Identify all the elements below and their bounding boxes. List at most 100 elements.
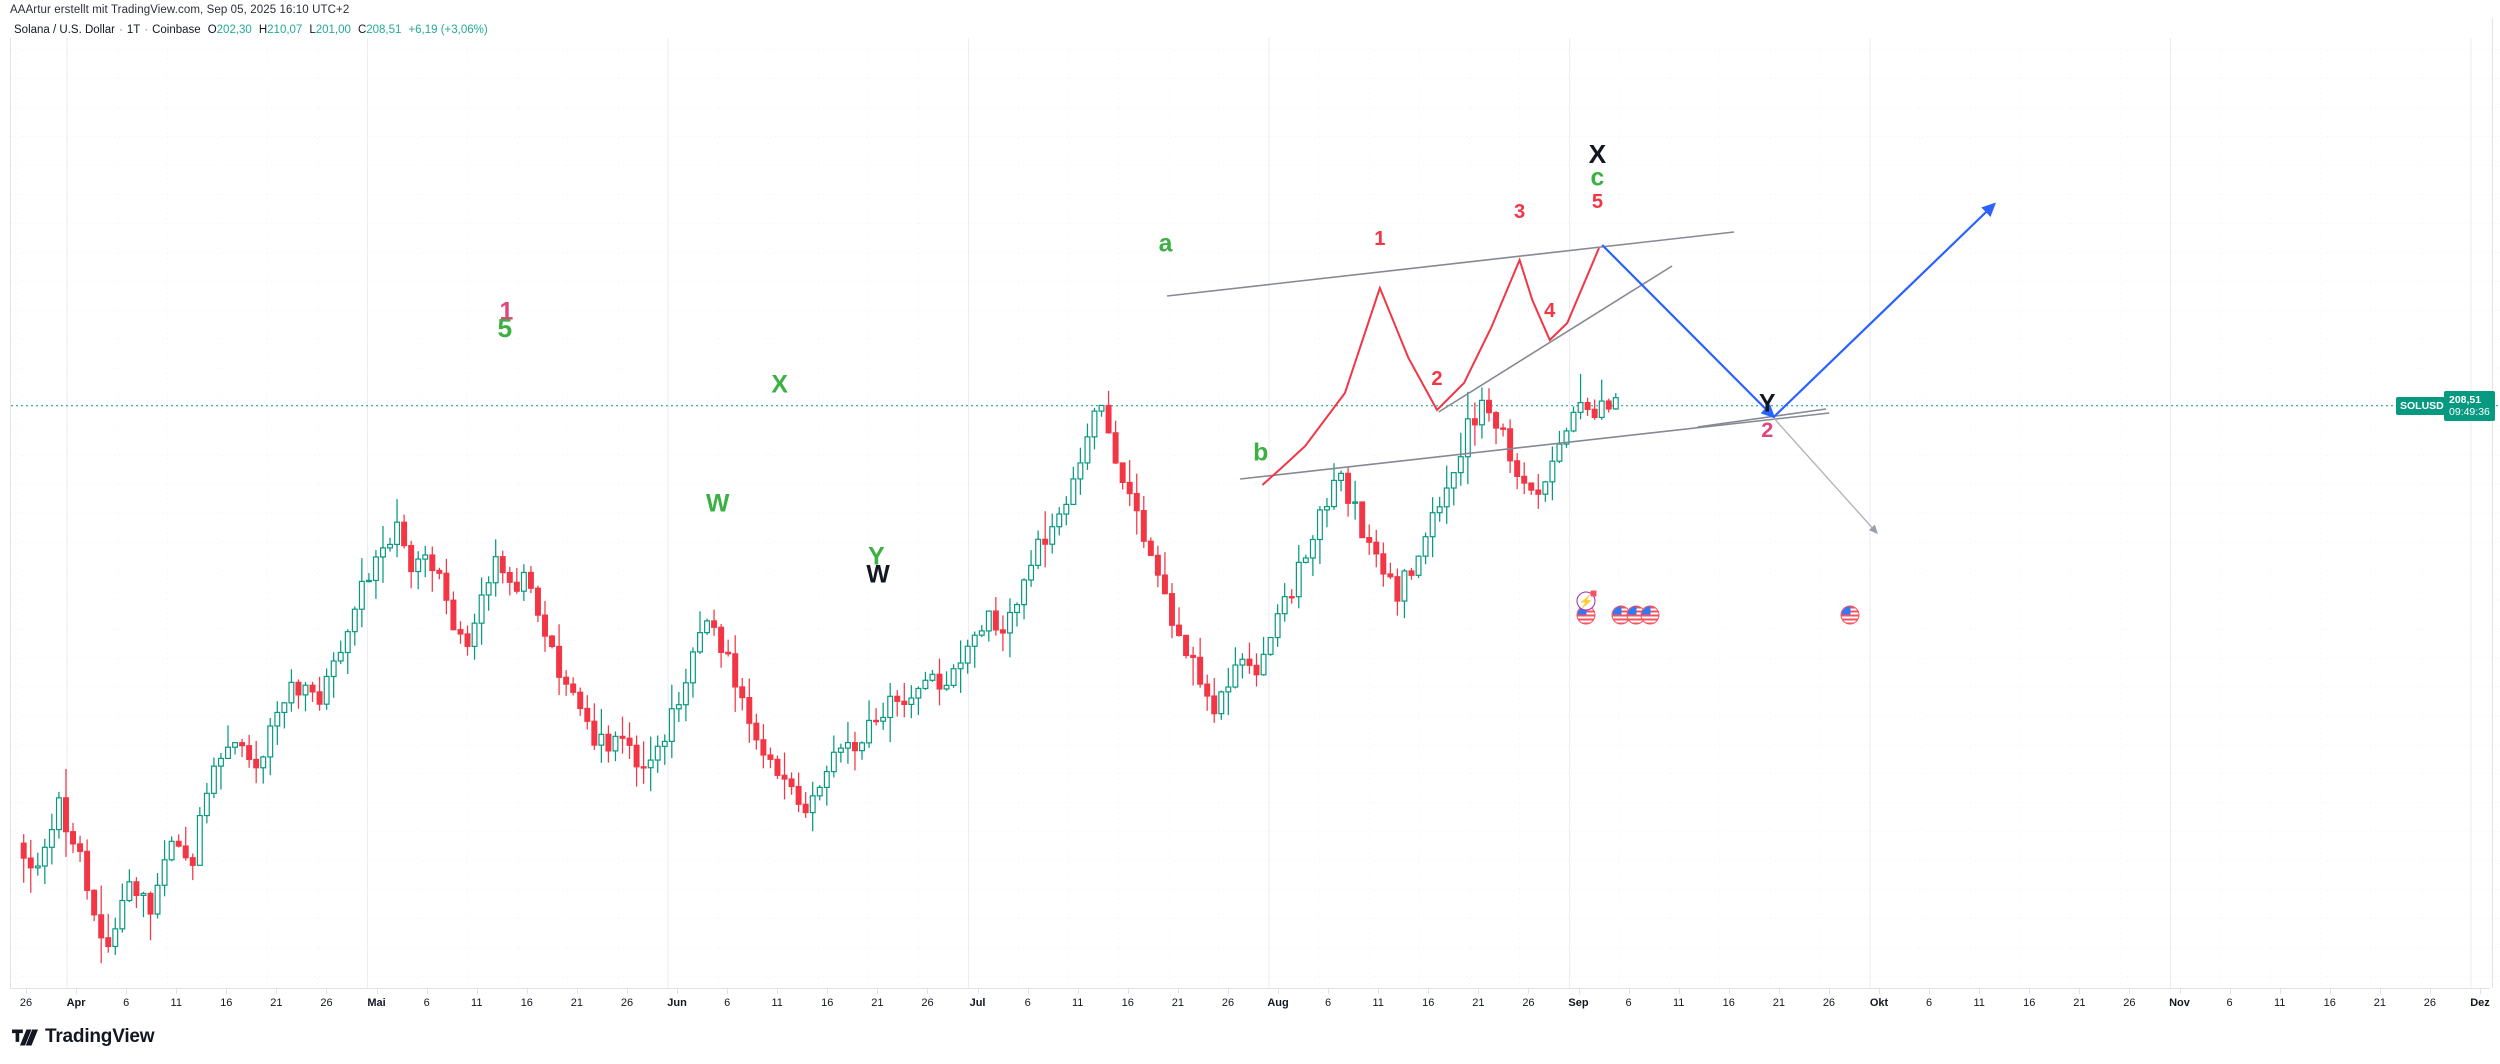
candle-body bbox=[20, 842, 27, 859]
time-tick-day: 11 bbox=[2273, 997, 2286, 1009]
candle-body bbox=[1366, 537, 1373, 543]
time-tick-day: 11 bbox=[471, 997, 483, 1009]
time-tick-day: 11 bbox=[170, 997, 182, 1009]
candle-body bbox=[1338, 472, 1345, 481]
candle-body bbox=[260, 756, 267, 769]
candle-body bbox=[556, 645, 563, 678]
candle-body bbox=[957, 662, 964, 670]
candle-body bbox=[267, 725, 274, 758]
candle-body bbox=[922, 679, 929, 690]
candle-body bbox=[844, 742, 851, 749]
candle-body bbox=[1535, 489, 1542, 495]
time-tick-mark bbox=[1979, 989, 1981, 994]
candle-body bbox=[725, 651, 732, 655]
time-tick-mark bbox=[2079, 989, 2081, 994]
candle-body bbox=[591, 720, 598, 746]
candle-body bbox=[1246, 658, 1253, 666]
candle-body bbox=[1584, 402, 1591, 410]
candle-body bbox=[1112, 432, 1119, 464]
candle-body bbox=[598, 733, 605, 746]
time-tick-mark bbox=[1528, 989, 1530, 994]
time-tick-mark bbox=[1127, 989, 1129, 994]
economic-event-us-flag-icon[interactable] bbox=[1640, 605, 1660, 625]
candle-body bbox=[1464, 418, 1471, 458]
economic-event-us-flag-icon[interactable] bbox=[1840, 605, 1860, 625]
candle-body bbox=[1443, 487, 1450, 508]
time-axis[interactable]: 26 Apr 6 11 16 21 26 Mai 6 11 16 21 26 Jun 6 11 16 21 26 Ju… bbox=[10, 988, 2490, 1018]
time-tick-day: 11 bbox=[1372, 997, 1384, 1009]
candle-body bbox=[1056, 513, 1063, 528]
candle-body bbox=[887, 695, 894, 719]
earnings-alert-icon[interactable]: ⚡ bbox=[1576, 590, 1597, 611]
trendline-wedge-support bbox=[1438, 265, 1673, 413]
legend-interval[interactable]: 1T bbox=[126, 24, 141, 36]
time-tick-day: 16 bbox=[2323, 997, 2336, 1009]
candle-body bbox=[274, 711, 281, 727]
time-tick-mark bbox=[1828, 989, 1830, 994]
time-tick-mark bbox=[2480, 989, 2481, 994]
candle-body bbox=[1422, 536, 1429, 557]
candle-body bbox=[992, 610, 999, 631]
candle-body bbox=[387, 543, 394, 549]
candle-body bbox=[1225, 686, 1232, 693]
candle-body bbox=[1168, 593, 1175, 626]
time-tick-mark bbox=[1428, 989, 1430, 994]
candle-body bbox=[1126, 481, 1133, 495]
time-tick-mark bbox=[727, 989, 729, 994]
lightning-glyph: ⚡ bbox=[1578, 594, 1594, 608]
time-tick-day: 16 bbox=[2023, 997, 2036, 1009]
candle-body bbox=[788, 778, 795, 788]
candle-body bbox=[1035, 538, 1042, 566]
candle-body bbox=[1147, 540, 1154, 556]
trendline-upper-channel bbox=[1166, 231, 1735, 297]
candle-body bbox=[1493, 412, 1500, 429]
candle-body bbox=[859, 742, 865, 752]
candle-body bbox=[471, 622, 478, 647]
candle-body bbox=[802, 803, 809, 814]
candle-body bbox=[985, 610, 992, 632]
candle-body bbox=[154, 884, 161, 915]
candle-body bbox=[619, 735, 626, 739]
price-axis[interactable] bbox=[2492, 38, 2500, 988]
candle-body bbox=[1049, 526, 1056, 545]
time-tick-month: Sep bbox=[1568, 997, 1589, 1009]
candle-body bbox=[1542, 481, 1549, 495]
candle-body bbox=[1140, 510, 1147, 542]
projection-leg-up bbox=[1772, 202, 1997, 418]
time-tick-mark bbox=[927, 989, 929, 994]
time-tick-mark bbox=[2279, 989, 2281, 994]
candle-body bbox=[1478, 399, 1485, 426]
candle-body bbox=[281, 702, 288, 714]
candle-body bbox=[760, 739, 767, 756]
wave-label-x: X bbox=[771, 371, 788, 399]
legend-exchange[interactable]: Coinbase bbox=[152, 24, 201, 36]
candle-body bbox=[295, 681, 302, 696]
time-tick-mark bbox=[626, 989, 628, 994]
wave-label-1: 1 bbox=[1374, 227, 1386, 250]
candle-body bbox=[781, 774, 788, 780]
legend-symbol[interactable]: Solana / U.S. Dollar bbox=[14, 24, 115, 36]
legend-close: C208,51 bbox=[357, 24, 402, 36]
candle-body bbox=[379, 547, 386, 558]
drawings-layer bbox=[1166, 202, 1997, 535]
candle-body bbox=[70, 831, 76, 845]
candle-body bbox=[506, 571, 513, 583]
time-tick-day: 16 bbox=[1121, 997, 1134, 1009]
legend-low: L201,00 bbox=[309, 24, 351, 36]
candle-body bbox=[999, 629, 1006, 634]
projection-decline-line bbox=[1773, 417, 1878, 535]
time-tick-day: 26 bbox=[1822, 997, 1836, 1009]
candle-body bbox=[837, 747, 844, 753]
time-tick-month: Okt bbox=[1869, 997, 1889, 1009]
current-price-badge[interactable]: 208,51 09:49:36 bbox=[2444, 390, 2495, 421]
time-tick-mark bbox=[2129, 989, 2131, 994]
candle-body bbox=[971, 634, 978, 647]
wave-label-2: 2 bbox=[1431, 367, 1443, 390]
candle-body bbox=[365, 579, 372, 583]
time-tick-mark bbox=[1929, 989, 1931, 994]
candle-body bbox=[1521, 475, 1528, 484]
time-tick-mark bbox=[1378, 989, 1380, 994]
